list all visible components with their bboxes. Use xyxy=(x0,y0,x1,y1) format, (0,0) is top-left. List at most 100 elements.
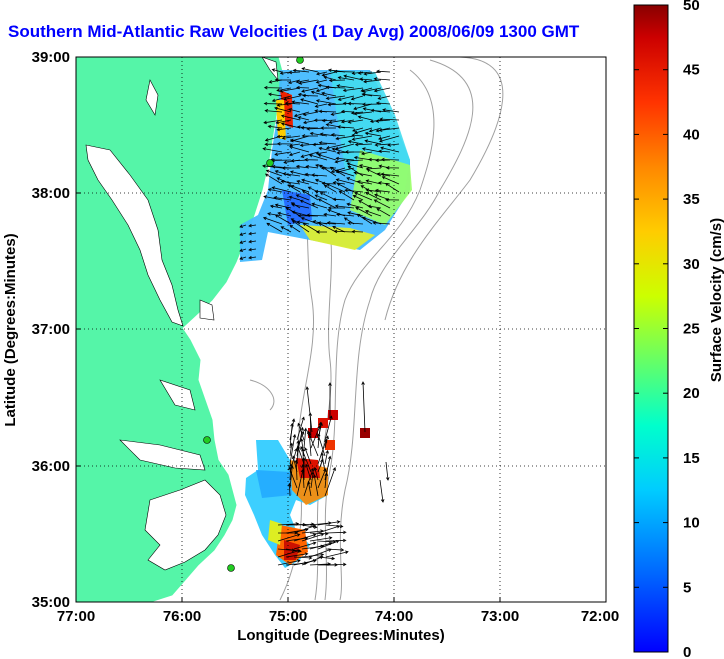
velocity-arrow xyxy=(285,548,302,553)
velocity-arrow xyxy=(288,466,298,489)
x-tick-label: 72:00 xyxy=(581,608,619,625)
velocity-arrow xyxy=(375,119,391,123)
x-tick-label: 77:00 xyxy=(57,608,95,625)
velocity-arrow xyxy=(262,147,283,153)
velocity-arrow xyxy=(248,247,257,252)
station-marker xyxy=(203,436,211,444)
velocity-arrow xyxy=(346,202,364,209)
velocity-arrow xyxy=(379,479,385,503)
colorbar-tick-label: 45 xyxy=(683,62,700,79)
colorbar-tick-label: 10 xyxy=(683,515,700,532)
velocity-arrow xyxy=(347,119,364,124)
velocity-arrow xyxy=(296,179,310,185)
velocity-field-south xyxy=(245,410,370,568)
velocity-arrow xyxy=(327,102,346,107)
velocity-arrow xyxy=(268,79,283,84)
velocity-arrow xyxy=(381,176,400,185)
velocity-arrow xyxy=(363,79,382,84)
velocity-arrow xyxy=(364,131,382,137)
velocity-arrow xyxy=(318,222,337,233)
velocity-arrow xyxy=(374,188,391,193)
velocity-arrow xyxy=(376,172,391,177)
velocity-arrow xyxy=(361,151,373,156)
velocity-arrow xyxy=(361,92,382,97)
velocity-arrow xyxy=(378,135,391,141)
velocity-arrow xyxy=(325,524,344,529)
velocity-arrow xyxy=(288,70,301,75)
velocity-arrow xyxy=(353,103,373,111)
velocity-arrow xyxy=(294,459,299,481)
velocity-arrow xyxy=(328,78,346,83)
velocity-arrow xyxy=(276,177,292,185)
velocity-arrow xyxy=(274,78,292,82)
colorbar: Surface Velocity (cm/s) xyxy=(633,4,724,653)
velocity-arrow xyxy=(248,231,257,236)
velocity-arrow xyxy=(276,103,292,107)
velocity-arrow xyxy=(340,119,355,124)
velocity-arrow xyxy=(364,209,382,217)
velocity-arrow xyxy=(313,118,328,123)
velocity-arrow xyxy=(307,480,312,497)
velocity-arrow xyxy=(376,208,391,217)
velocity-arrow xyxy=(291,220,310,233)
tick-marks xyxy=(75,56,607,603)
velocity-arrow xyxy=(359,77,373,81)
velocity-arrow xyxy=(239,224,247,228)
velocity-arrow xyxy=(325,538,347,543)
velocity-arrow xyxy=(302,457,306,481)
velocity-arrow xyxy=(265,169,283,177)
velocity-arrow xyxy=(311,173,328,177)
velocity-arrow xyxy=(301,463,305,489)
velocity-arrow xyxy=(308,153,328,161)
velocity-arrow xyxy=(289,442,294,457)
x-axis-label: Longitude (Degrees:Minutes) xyxy=(237,627,445,644)
velocity-arrow xyxy=(277,559,301,566)
velocity-arrow xyxy=(301,67,319,73)
velocity-arrow xyxy=(320,452,326,473)
velocity-arrow xyxy=(274,214,292,225)
velocity-arrow xyxy=(365,179,382,185)
velocity-arrow xyxy=(358,164,373,169)
velocity-arrow xyxy=(314,103,328,108)
velocity-arrow xyxy=(275,119,292,125)
velocity-arrow xyxy=(326,221,346,225)
velocity-arrow xyxy=(385,166,400,170)
velocity-arrow xyxy=(351,71,364,75)
velocity-arrow xyxy=(347,139,364,145)
velocity-arrow xyxy=(239,248,247,252)
x-tick-label: 76:00 xyxy=(163,608,201,625)
velocity-arrow xyxy=(332,197,346,202)
velocity-arrow xyxy=(268,92,283,97)
velocity-arrow xyxy=(289,145,310,153)
velocity-arrow xyxy=(324,467,336,497)
velocity-arrow xyxy=(267,187,283,193)
velocity-arrow xyxy=(336,212,355,217)
velocity-arrow xyxy=(325,143,346,150)
x-tick-label: 73:00 xyxy=(481,608,519,625)
velocity-arrow xyxy=(380,172,400,177)
velocity-arrow xyxy=(281,166,301,170)
colorbar-tick-label: 50 xyxy=(683,0,700,14)
velocity-arrow xyxy=(291,210,310,217)
velocity-arrow xyxy=(287,482,292,497)
colorbar-tick-label: 35 xyxy=(683,191,700,208)
velocity-arrow xyxy=(304,157,319,162)
velocity-arrow xyxy=(325,530,347,535)
velocity-arrow xyxy=(274,151,292,156)
velocity-arrow xyxy=(333,69,355,74)
velocity-arrow xyxy=(305,463,312,481)
velocity-arrow xyxy=(314,194,328,201)
y-tick-label: 36:00 xyxy=(32,458,70,475)
velocity-arrow xyxy=(318,146,337,153)
velocity-arrow xyxy=(274,106,292,113)
velocity-arrow xyxy=(276,87,292,92)
velocity-arrow xyxy=(380,157,400,162)
velocity-arrow xyxy=(355,207,373,217)
y-tick-label: 38:00 xyxy=(32,185,70,202)
velocity-arrow xyxy=(300,151,319,158)
velocity-arrow xyxy=(298,79,319,85)
velocity-arrow xyxy=(376,69,391,74)
velocity-arrow xyxy=(296,440,300,465)
colorbar-label: Surface Velocity (cm/s) xyxy=(708,218,724,382)
